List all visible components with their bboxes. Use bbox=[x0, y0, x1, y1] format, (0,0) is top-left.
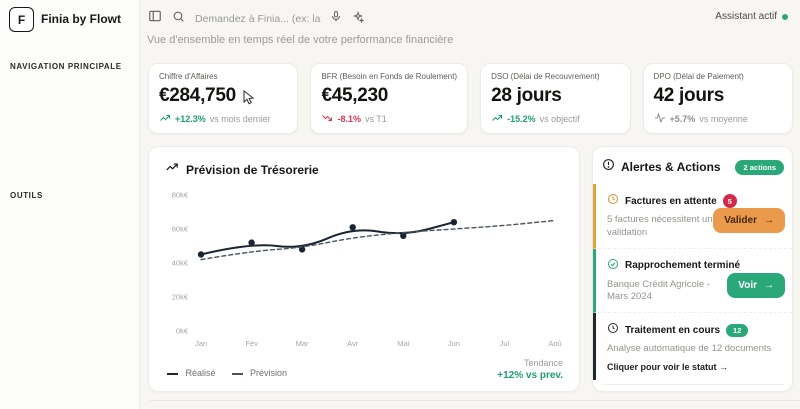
kpi-delta: +12.3% bbox=[175, 114, 206, 124]
svg-text:Jan: Jan bbox=[195, 339, 207, 348]
microphone-icon[interactable] bbox=[330, 10, 342, 28]
svg-text:0k€: 0k€ bbox=[176, 327, 189, 336]
kpi-delta-suffix: vs objectif bbox=[539, 114, 580, 124]
clock-icon bbox=[607, 192, 619, 210]
sparkles-icon[interactable] bbox=[352, 10, 365, 28]
kpi-delta: -15.2% bbox=[507, 114, 536, 124]
alert-title: Traitement en cours bbox=[625, 324, 721, 336]
kpi-card-dpo[interactable]: DPO (Délai de Paiement) 42 jours +5.7% v… bbox=[642, 63, 793, 134]
kpi-delta-suffix: vs mois dernier bbox=[209, 114, 271, 124]
kpi-row: Chiffre d'Affaires €284,750 +12.3% vs mo… bbox=[148, 63, 793, 134]
kpi-value: 42 jours bbox=[653, 85, 725, 106]
activity-icon bbox=[654, 112, 666, 126]
kpi-delta: +5.7% bbox=[669, 114, 696, 124]
alerts-title: Alertes & Actions bbox=[621, 160, 721, 174]
mouse-cursor bbox=[243, 89, 256, 110]
view-status-link[interactable]: Cliquer pour voir le statut → bbox=[607, 362, 729, 373]
search-input[interactable]: Demandez à Finia... (ex: la bbox=[195, 12, 321, 25]
svg-text:40k€: 40k€ bbox=[172, 259, 189, 268]
legend-prevision[interactable]: Prévision bbox=[231, 368, 288, 378]
alerts-divider bbox=[601, 384, 784, 386]
arrow-right-icon: → bbox=[764, 279, 774, 291]
voir-button[interactable]: Voir → bbox=[727, 272, 785, 298]
trend-up-icon bbox=[159, 112, 171, 126]
kpi-card-chiffre-affaires[interactable]: Chiffre d'Affaires €284,750 +12.3% vs mo… bbox=[148, 63, 299, 134]
alert-description: Analyse automatique de 12 documents bbox=[607, 343, 772, 355]
check-circle-icon bbox=[607, 257, 619, 275]
legend-realise[interactable]: Réalisé bbox=[167, 368, 216, 378]
treasury-forecast-card: Prévision de Trésorerie 0k€ 20k€ 40k€ 60k€ 8… bbox=[148, 146, 580, 392]
search-bar[interactable]: Demandez à Finia... (ex: la bbox=[148, 9, 365, 28]
kpi-card-bfr[interactable]: BFR (Besoin en Fonds de Roulement) €45,2… bbox=[310, 63, 469, 134]
bottom-divider bbox=[150, 400, 800, 401]
sidebar-section-outils: OUTILS bbox=[10, 191, 43, 200]
app-title: Finia by Flowt bbox=[41, 12, 121, 26]
chart-trend-summary: Tendance +12% vs prev. bbox=[497, 358, 563, 381]
actions-count-badge: 2 actions bbox=[735, 159, 784, 175]
svg-text:Avr: Avr bbox=[347, 339, 359, 348]
chart-title: Prévision de Trésorerie bbox=[186, 162, 319, 177]
sidebar-section-navigation: NAVIGATION PRINCIPALE bbox=[10, 62, 122, 71]
kpi-card-dso[interactable]: DSO (Délai de Recouvrement) 28 jours -15… bbox=[480, 63, 631, 134]
alert-factures-en-attente[interactable]: Factures en attente 5 5 factures nécessi… bbox=[593, 184, 792, 249]
legend-prevision-label: Prévision bbox=[250, 368, 288, 378]
svg-text:Jun: Jun bbox=[448, 339, 460, 348]
trend-value: +12% vs prev. bbox=[497, 370, 563, 381]
svg-text:Mai: Mai bbox=[397, 339, 409, 348]
page-subtitle: Vue d'ensemble en temps réel de votre pe… bbox=[147, 34, 454, 46]
sidebar: NAVIGATION PRINCIPALE OUTILS bbox=[0, 0, 140, 409]
alert-description: 5 factures nécessitent une validation bbox=[607, 214, 718, 238]
kpi-title: BFR (Besoin en Fonds de Roulement) bbox=[321, 72, 458, 81]
app-logo[interactable]: F bbox=[9, 7, 34, 32]
invoice-count-badge: 5 bbox=[722, 194, 737, 208]
kpi-value: €45,230 bbox=[321, 85, 389, 106]
valider-button-label: Valider bbox=[724, 215, 757, 226]
alert-title: Rapprochement terminé bbox=[625, 260, 741, 272]
trend-up-icon bbox=[491, 112, 503, 126]
trending-up-icon bbox=[165, 160, 179, 179]
svg-text:Fév: Fév bbox=[245, 339, 258, 348]
alerts-actions-card: Alertes & Actions 2 actions Factures en … bbox=[592, 146, 793, 392]
trend-label: Tendance bbox=[523, 358, 563, 368]
alert-circle-icon bbox=[602, 158, 615, 176]
treasury-line-chart[interactable]: 0k€ 20k€ 40k€ 60k€ 80k€ Jan Fév Mar Avr Mai Jun Jul… bbox=[155, 185, 575, 355]
voir-button-label: Voir bbox=[738, 279, 757, 291]
kpi-title: DSO (Délai de Recouvrement) bbox=[491, 72, 600, 81]
kpi-title: Chiffre d'Affaires bbox=[159, 72, 218, 81]
kpi-title: DPO (Délai de Paiement) bbox=[653, 72, 744, 81]
assistant-active-dot bbox=[782, 13, 788, 20]
trend-down-icon bbox=[321, 112, 333, 126]
solid-line-swatch bbox=[167, 372, 178, 375]
legend-realise-label: Réalisé bbox=[185, 368, 216, 378]
dashed-line-swatch bbox=[231, 372, 243, 375]
svg-text:80k€: 80k€ bbox=[172, 191, 189, 200]
svg-text:20k€: 20k€ bbox=[172, 293, 189, 302]
svg-text:60k€: 60k€ bbox=[172, 225, 189, 234]
alert-title: Factures en attente bbox=[625, 195, 717, 207]
kpi-value: 28 jours bbox=[491, 85, 562, 106]
clock-icon bbox=[607, 321, 619, 339]
assistant-status: Assistant actif bbox=[715, 11, 788, 22]
alert-traitement-en-cours[interactable]: Traitement en cours 12 Analyse automatiq… bbox=[593, 313, 792, 381]
chart-legend: Réalisé Prévision bbox=[167, 368, 287, 378]
svg-text:Mar: Mar bbox=[296, 339, 309, 348]
kpi-delta: -8.1% bbox=[337, 114, 361, 124]
assistant-status-label: Assistant actif bbox=[715, 11, 777, 22]
kpi-value: €284,750 bbox=[159, 85, 236, 106]
svg-text:Aoû: Aoû bbox=[548, 339, 561, 348]
alert-rapprochement-termine[interactable]: Rapprochement terminé Banque Crédit Agri… bbox=[593, 248, 792, 314]
documents-count-badge: 12 bbox=[726, 323, 749, 337]
kpi-delta-suffix: vs T1 bbox=[364, 114, 387, 124]
svg-text:Jul: Jul bbox=[500, 339, 510, 348]
alert-description: Banque Crédit Agricole - Mars 2024 bbox=[607, 278, 710, 303]
kpi-delta-suffix: vs moyenne bbox=[699, 114, 748, 124]
arrow-right-icon: → bbox=[764, 215, 774, 226]
search-icon bbox=[172, 10, 185, 28]
valider-button[interactable]: Valider → bbox=[713, 208, 785, 233]
panel-toggle-icon[interactable] bbox=[148, 9, 162, 28]
